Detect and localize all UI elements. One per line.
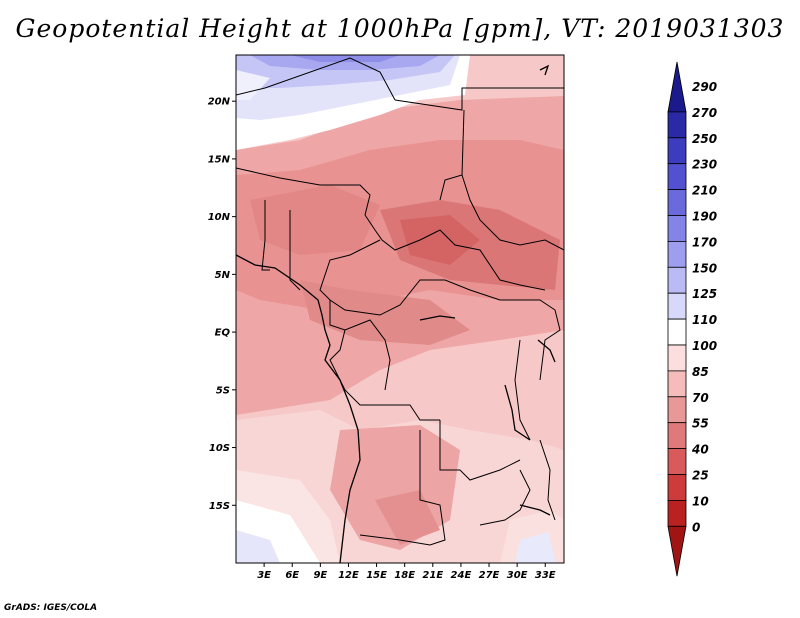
colorbar-label: 100 bbox=[692, 339, 717, 353]
colorbar-label: 25 bbox=[692, 469, 709, 483]
colorbar-box bbox=[667, 396, 687, 424]
colorbar-box bbox=[667, 422, 687, 450]
lat-tick-label: 10N bbox=[208, 212, 231, 223]
border-chad-sudan bbox=[439, 109, 465, 201]
lake-victoria-area bbox=[419, 315, 456, 321]
lat-tick-label: 20N bbox=[208, 97, 231, 108]
colorbar-label: 190 bbox=[692, 210, 717, 224]
colorbar-label: 10 bbox=[692, 494, 709, 508]
map-title: Geopotential Height at 1000hPa [gpm], VT… bbox=[15, 14, 785, 43]
field-band-210-north bbox=[290, 55, 400, 62]
lon-tick-label: 30E bbox=[507, 570, 528, 581]
colorbar-label: 85 bbox=[692, 365, 709, 379]
colorbar-box bbox=[667, 318, 687, 346]
border-zambia-namibia bbox=[359, 430, 446, 546]
lat-tick-label: 5S bbox=[216, 385, 230, 396]
coastline-west bbox=[236, 254, 361, 563]
borders bbox=[236, 57, 564, 546]
lon-tick-label: 15E bbox=[366, 570, 387, 581]
colorbar-box bbox=[667, 266, 687, 294]
border-sudan-southsudan bbox=[461, 174, 564, 251]
lat-tick-label: 10S bbox=[209, 443, 230, 454]
lat-tick-label: 5N bbox=[215, 270, 231, 281]
colorbar-box bbox=[667, 370, 687, 398]
lon-tick-label: 12E bbox=[338, 570, 359, 581]
border-angola-zambia bbox=[439, 420, 521, 481]
field-band-150-se bbox=[515, 532, 556, 563]
colorbar-label: 250 bbox=[692, 132, 717, 146]
lon-ticks: 3E 6E 9E 12E 15E 18E 21E 24E 27E 30E 33E bbox=[257, 563, 556, 581]
field-band-190-north bbox=[250, 55, 440, 70]
border-mozambique bbox=[539, 439, 556, 521]
colorbar-box bbox=[667, 215, 687, 242]
colorbar-label: 150 bbox=[692, 261, 717, 275]
lon-tick-label: 21E bbox=[422, 570, 443, 581]
colorbar-label: 270 bbox=[692, 106, 717, 120]
field-band-150-sw bbox=[236, 530, 280, 563]
lon-tick-label: 9E bbox=[313, 570, 327, 581]
lon-tick-label: 27E bbox=[479, 570, 500, 581]
colorbar-box bbox=[667, 111, 687, 139]
field-band-55-angola bbox=[375, 490, 440, 545]
border-car-north bbox=[364, 214, 546, 291]
colorbar-bottom-triangle bbox=[667, 525, 687, 577]
colorbar-label: 55 bbox=[692, 417, 709, 431]
field-band-45-west bbox=[250, 185, 380, 255]
colorbar-label: 230 bbox=[692, 158, 717, 172]
lat-tick-label: 15N bbox=[208, 154, 231, 165]
grads-credit: GrADS: IGES/COLA bbox=[4, 603, 98, 613]
coastline bbox=[236, 64, 556, 563]
nile-delta bbox=[539, 64, 550, 76]
colorbar-box bbox=[667, 163, 687, 190]
colorbar-box bbox=[667, 189, 687, 216]
colorbar-box bbox=[667, 474, 687, 501]
height-field bbox=[236, 55, 564, 563]
colorbar-label: 125 bbox=[692, 287, 717, 301]
colorbar-top-triangle bbox=[667, 61, 687, 113]
border-tanzania bbox=[514, 339, 531, 441]
lon-tick-label: 24E bbox=[451, 570, 472, 581]
colorbar: 2902702502302101901701501251101008570554… bbox=[667, 61, 717, 577]
colorbar-box bbox=[667, 448, 687, 475]
border-cameroon-car bbox=[319, 239, 501, 316]
colorbar-box bbox=[667, 137, 687, 165]
lon-tick-label: 6E bbox=[285, 570, 299, 581]
lake-victoria bbox=[537, 339, 556, 363]
lat-ticks: 20N 15N 10N 5N EQ 5S 10S 15S bbox=[208, 97, 236, 512]
lat-tick-label: EQ bbox=[215, 328, 231, 339]
colorbar-label: 110 bbox=[692, 313, 717, 327]
field-band-35-core bbox=[400, 215, 480, 265]
colorbar-label: 70 bbox=[692, 391, 709, 405]
border-uganda bbox=[500, 299, 561, 381]
lon-tick-label: 18E bbox=[394, 570, 415, 581]
border-libya bbox=[394, 87, 564, 111]
lon-tick-label: 3E bbox=[257, 570, 271, 581]
border-togo bbox=[289, 210, 301, 291]
colorbar-label: 40 bbox=[691, 443, 709, 457]
colorbar-label: 290 bbox=[692, 80, 717, 94]
lake-tanganyika bbox=[504, 384, 531, 441]
border-drc-angola bbox=[329, 329, 440, 421]
colorbar-box bbox=[667, 292, 687, 320]
border-niger-nigeria bbox=[236, 167, 371, 216]
border-gabon-congo bbox=[329, 300, 391, 391]
colorbar-box bbox=[667, 499, 687, 527]
colorbar-label: 210 bbox=[692, 184, 717, 198]
lat-tick-label: 15S bbox=[209, 501, 230, 512]
lake-malawi-south bbox=[519, 504, 551, 516]
border-algeria-niger bbox=[236, 57, 396, 101]
border-zimbabwe bbox=[479, 469, 531, 526]
border-benin bbox=[261, 200, 270, 271]
colorbar-box bbox=[667, 240, 687, 268]
map-frame bbox=[235, 54, 565, 564]
colorbar-label: 0 bbox=[692, 520, 700, 534]
colorbar-box bbox=[667, 344, 687, 372]
lon-tick-label: 33E bbox=[535, 570, 556, 581]
colorbar-label: 170 bbox=[692, 235, 717, 249]
